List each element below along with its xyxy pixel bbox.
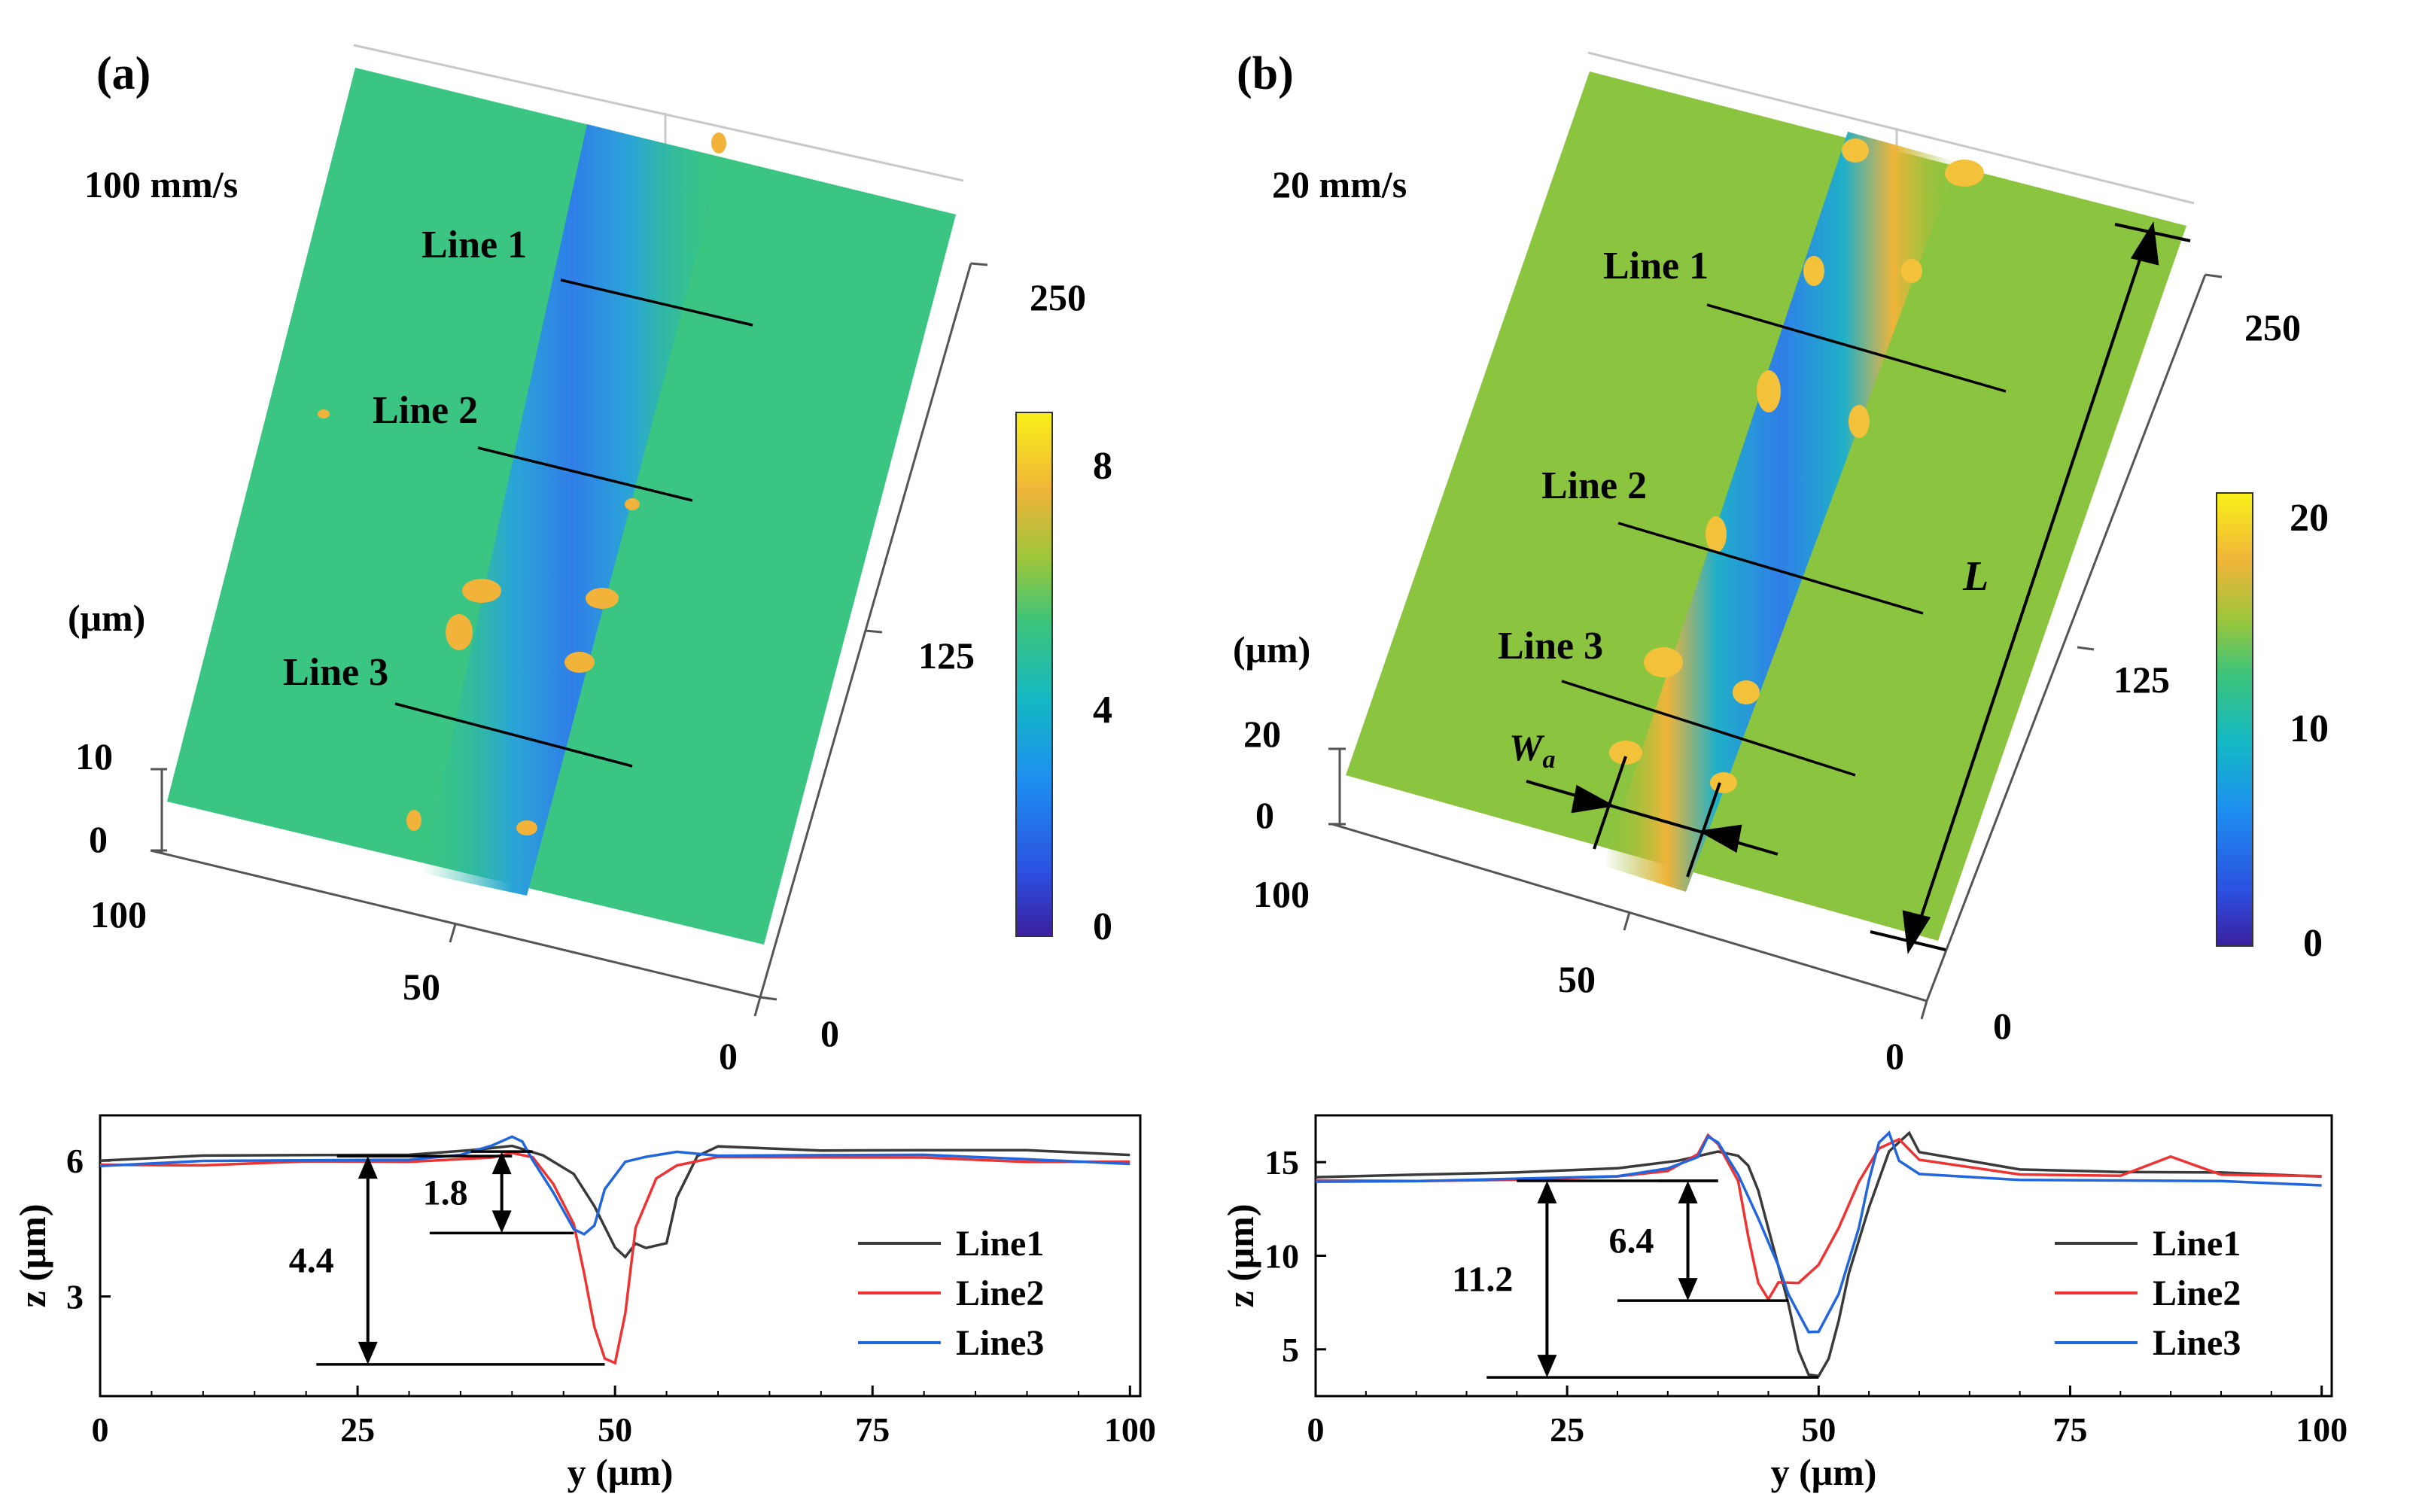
y-axis-label: z (μm): [11, 1204, 53, 1308]
annotation-arrow-head: [491, 1151, 512, 1175]
x-tick-label: 75: [2052, 1410, 2087, 1449]
x-tick-label: 50: [598, 1410, 632, 1449]
panel-b-line1-label: Line 1: [1603, 245, 1709, 287]
panel-a-line3-label: Line 3: [283, 651, 388, 694]
y-tick-label: 6: [66, 1142, 84, 1180]
x-tick-label: 100: [2296, 1410, 2348, 1449]
panel-a-line2-label: Line 2: [373, 389, 478, 432]
panel-b-width-sub: a: [1542, 746, 1555, 774]
panel-b-y-tick-250: 250: [2244, 306, 2301, 348]
panel-b-cbar-tick-10: 10: [2290, 707, 2329, 750]
annotation-arrow-head: [358, 1341, 378, 1364]
panel-b-line2-label: Line 2: [1541, 464, 1647, 507]
panel-a-unit: (μm): [68, 597, 145, 639]
panel-a-cbar-tick-4: 4: [1093, 689, 1112, 732]
panel-a-z-tick-10: 10: [75, 735, 113, 777]
panel-a-y-tick-0: 0: [820, 1012, 839, 1054]
annotation-arrow-head: [1678, 1278, 1698, 1301]
series-line1: [100, 1144, 1130, 1259]
x-tick-label: 25: [1550, 1410, 1584, 1449]
panel-b-z-tick-0: 0: [1255, 794, 1274, 836]
panel-a-y-tick-250: 250: [1030, 276, 1086, 318]
panel-b-unit: (μm): [1233, 628, 1310, 671]
legend-label: Line3: [2153, 1323, 2241, 1363]
panel-a-z-tick-0: 0: [89, 818, 108, 860]
series-line3: [1316, 1130, 2322, 1334]
y-axis-label: z (μm): [1219, 1204, 1261, 1308]
panel-a-surface: (a) 100 mm/s: [68, 44, 1112, 1077]
annotation-value: 4.4: [289, 1241, 334, 1281]
annotation-value: 11.2: [1452, 1260, 1513, 1300]
panel-b-width-main: W: [1509, 726, 1545, 768]
plot-frame: [99, 1114, 1142, 1398]
panel-a-cbar-tick-8: 8: [1093, 445, 1112, 488]
panel-a-colorbar: [1015, 412, 1053, 937]
x-tick-label: 25: [340, 1410, 375, 1449]
panel-b-line3-label: Line 3: [1498, 625, 1603, 668]
panel-b-groove: [1603, 132, 1957, 892]
panel-a-x-tick-100: 100: [90, 893, 147, 935]
panel-b-x-tick-0: 0: [1885, 1035, 1904, 1077]
x-tick-label: 0: [92, 1410, 109, 1449]
annotation-arrow-head: [1537, 1355, 1557, 1378]
annotation-value: 6.4: [1609, 1221, 1654, 1261]
legend-label: Line3: [956, 1323, 1044, 1363]
series-line2: [100, 1151, 1130, 1365]
panel-a-cbar-tick-0: 0: [1093, 905, 1112, 948]
panel-b-letter: (b): [1237, 48, 1294, 99]
panel-b-y-tick-0: 0: [1993, 1005, 2012, 1047]
panel-a-x-tick-0: 0: [719, 1035, 738, 1077]
panel-b-cbar-tick-20: 20: [2290, 497, 2329, 540]
x-axis-label: y (μm): [1771, 1451, 1877, 1493]
y-tick-label: 15: [1264, 1143, 1299, 1182]
panel-a-letter: (a): [96, 48, 151, 99]
x-tick-label: 0: [1307, 1410, 1325, 1449]
annotation-arrow-head: [491, 1210, 512, 1234]
panel-b-x-tick-50: 50: [1558, 958, 1596, 1000]
annotation-arrow-head: [1537, 1181, 1557, 1204]
panel-b-speed: 20 mm/s: [1272, 163, 1407, 205]
panel-a-axes: [150, 263, 972, 999]
panel-a-profile-lines: [394, 278, 753, 768]
panel-b-length-label: L: [1962, 553, 1989, 600]
x-tick-label: 75: [855, 1410, 890, 1449]
panel-b-z-tick-20: 20: [1243, 713, 1281, 755]
panel-a-x-tick-50: 50: [403, 966, 440, 1008]
y-tick-label: 3: [66, 1278, 84, 1316]
x-tick-label: 50: [1801, 1410, 1836, 1449]
panel-a-speed: 100 mm/s: [84, 163, 238, 205]
panel-a-line1-label: Line 1: [421, 224, 527, 266]
panel-b-width-label: Wa: [1509, 726, 1555, 774]
panel-b-cbar-tick-0: 0: [2303, 922, 2323, 965]
annotation-arrow-head: [1678, 1181, 1698, 1204]
panel-a-y-tick-125: 125: [918, 634, 975, 677]
panel-b-profile-plot: 0 25 50 75 100 5 10 15 11.2 6.4 Line1 Line2 Line3 y (…: [1219, 1114, 2348, 1493]
panel-b-peaks: [1609, 138, 1984, 793]
panel-b-y-tick-125: 125: [2113, 659, 2170, 701]
panel-b-x-tick-100: 100: [1253, 873, 1310, 915]
legend-label: Line2: [956, 1273, 1044, 1313]
panel-b-profile-lines: [1561, 303, 2007, 777]
x-axis-label: y (μm): [567, 1451, 674, 1493]
series-line1: [1316, 1130, 2322, 1378]
annotation-value: 1.8: [423, 1173, 468, 1212]
panel-b-colorbar: [2216, 492, 2253, 947]
legend-label: Line1: [2153, 1224, 2241, 1264]
legend-label: Line2: [2153, 1273, 2241, 1313]
y-tick-label: 5: [1282, 1331, 1299, 1369]
y-tick-label: 10: [1264, 1237, 1299, 1276]
panel-b-length-dimension: [1870, 221, 2191, 954]
annotation-arrow-head: [358, 1156, 378, 1179]
panel-a-groove: [421, 124, 723, 896]
x-tick-label: 100: [1104, 1410, 1156, 1449]
panel-b-width-dimension: [1526, 756, 1779, 878]
legend-label: Line1: [956, 1224, 1044, 1264]
panel-b-surface: (b) 20 mm/s: [1233, 48, 2329, 1077]
panel-a-peaks: [318, 132, 726, 835]
panel-a-profile-plot: 0 25 50 75 100 3 6 4.4 1.8 Line1 Line2 Line3 y (μm) z…: [11, 1114, 1156, 1493]
